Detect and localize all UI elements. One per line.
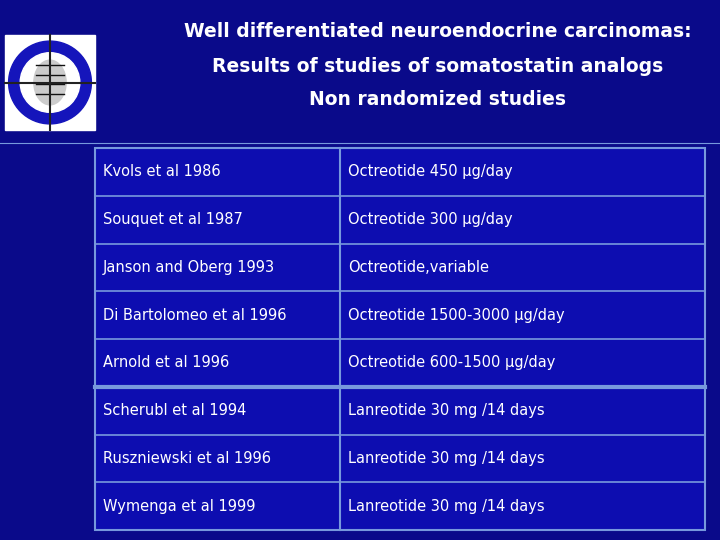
Text: Octreotide 1500-3000 μg/day: Octreotide 1500-3000 μg/day: [348, 308, 564, 322]
Text: Octreotide 600-1500 μg/day: Octreotide 600-1500 μg/day: [348, 355, 555, 370]
Text: Octreotide 450 μg/day: Octreotide 450 μg/day: [348, 164, 513, 179]
Circle shape: [20, 53, 80, 112]
Text: Souquet et al 1987: Souquet et al 1987: [103, 212, 243, 227]
Text: Janson and Oberg 1993: Janson and Oberg 1993: [103, 260, 275, 275]
Text: Kvols et al 1986: Kvols et al 1986: [103, 164, 220, 179]
Text: Ruszniewski et al 1996: Ruszniewski et al 1996: [103, 451, 271, 466]
Text: Results of studies of somatostatin analogs: Results of studies of somatostatin analo…: [212, 57, 663, 76]
Text: Octreotide 300 μg/day: Octreotide 300 μg/day: [348, 212, 513, 227]
FancyBboxPatch shape: [5, 35, 95, 130]
Text: Well differentiated neuroendocrine carcinomas:: Well differentiated neuroendocrine carci…: [184, 22, 691, 41]
Text: Octreotide,variable: Octreotide,variable: [348, 260, 489, 275]
Text: Lanreotide 30 mg /14 days: Lanreotide 30 mg /14 days: [348, 498, 544, 514]
Text: Lanreotide 30 mg /14 days: Lanreotide 30 mg /14 days: [348, 451, 544, 466]
Text: Lanreotide 30 mg /14 days: Lanreotide 30 mg /14 days: [348, 403, 544, 418]
Text: Arnold et al 1996: Arnold et al 1996: [103, 355, 229, 370]
Circle shape: [9, 41, 91, 124]
Text: Non randomized studies: Non randomized studies: [309, 90, 566, 109]
Ellipse shape: [34, 60, 66, 105]
Text: Di Bartolomeo et al 1996: Di Bartolomeo et al 1996: [103, 308, 287, 322]
Text: Wymenga et al 1999: Wymenga et al 1999: [103, 498, 256, 514]
FancyBboxPatch shape: [95, 148, 705, 530]
Text: Scherubl et al 1994: Scherubl et al 1994: [103, 403, 246, 418]
